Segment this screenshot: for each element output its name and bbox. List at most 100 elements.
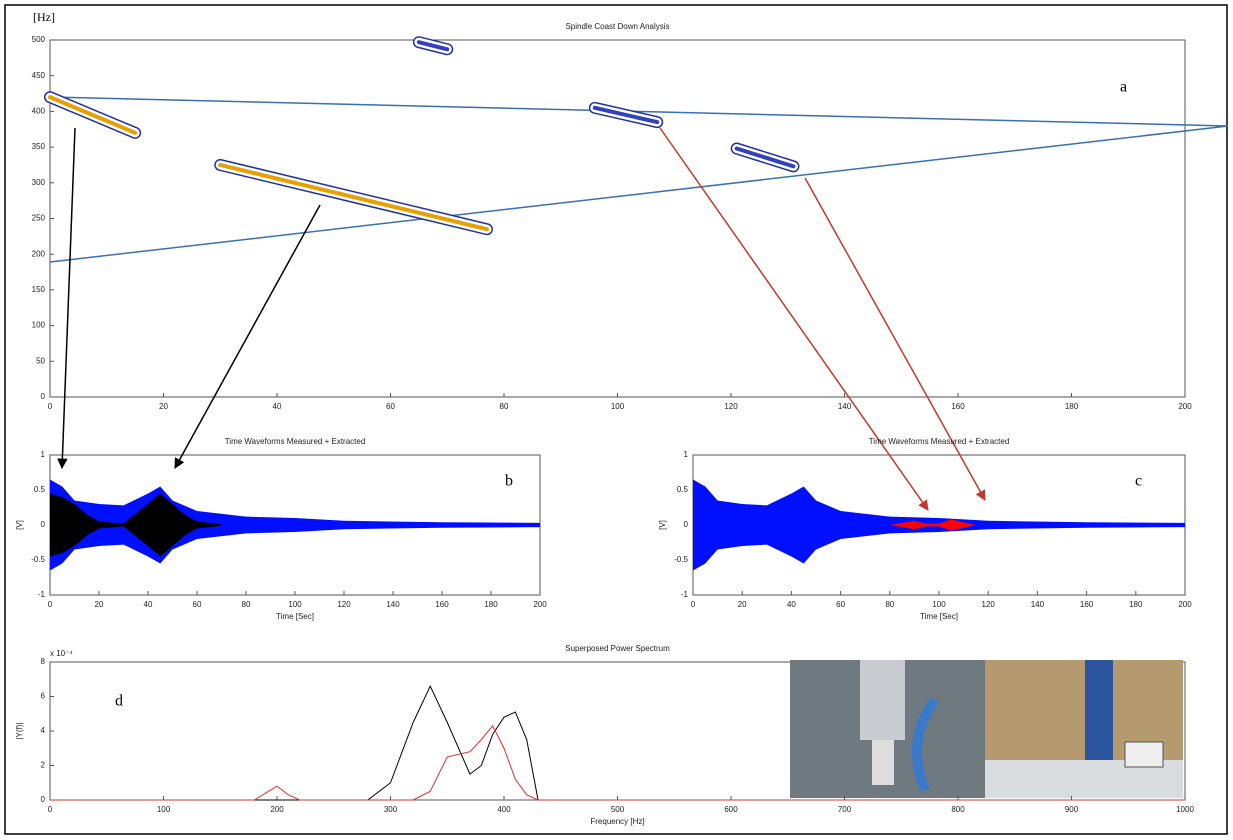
x-tick-label: 20 <box>95 600 104 609</box>
x-tick-label: 40 <box>787 600 796 609</box>
x-tick-label: 80 <box>242 600 251 609</box>
x-tick-label: 160 <box>435 600 449 609</box>
x-tick-label: 0 <box>48 402 53 411</box>
x-tick-label: 140 <box>838 402 852 411</box>
x-tick-label: 80 <box>885 600 894 609</box>
y-tick-label: -1 <box>38 590 46 599</box>
y-tick-label: 0 <box>41 392 46 401</box>
y-tick-label: 300 <box>32 178 46 187</box>
y-tick-label: 0 <box>684 520 689 529</box>
ridge-core <box>416 40 450 52</box>
x-tick-label: 0 <box>691 600 696 609</box>
arrow <box>57 127 76 470</box>
plot-area <box>49 39 1186 398</box>
x-tick-label: 100 <box>157 805 171 814</box>
ridge-core <box>734 146 796 169</box>
y-axis-label: [V] <box>15 520 24 530</box>
x-tick-label: 800 <box>951 805 965 814</box>
y-tick-label: 0.5 <box>677 485 689 494</box>
photos <box>790 660 1183 798</box>
y-tick-label: 1 <box>41 450 46 459</box>
y-tick-label: 4 <box>41 726 46 735</box>
x-tick-label: 20 <box>159 402 168 411</box>
x-tick-label: 900 <box>1065 805 1079 814</box>
x-tick-label: 200 <box>533 600 547 609</box>
arrow <box>804 177 986 501</box>
x-tick-label: 1000 <box>1176 805 1194 814</box>
x-tick-label: 40 <box>273 402 282 411</box>
waveform-envelope <box>50 493 222 557</box>
chart-title: Time Waveforms Measured + Extracted <box>869 437 1010 446</box>
x-tick-label: 600 <box>724 805 738 814</box>
y-axis-label: [Hz] <box>33 10 55 24</box>
y-tick-label: 0 <box>41 520 46 529</box>
x-tick-label: 500 <box>611 805 625 814</box>
x-tick-label: 160 <box>951 402 965 411</box>
y-tick-label: -0.5 <box>674 555 688 564</box>
y-tick-label: 200 <box>32 249 46 258</box>
spectrum-line <box>50 684 1185 801</box>
y-tick-label: 50 <box>36 356 45 365</box>
x-tick-label: 200 <box>1178 402 1192 411</box>
y-tick-label: 350 <box>32 142 46 151</box>
ridge-core <box>218 162 489 232</box>
x-tick-label: 140 <box>386 600 400 609</box>
axis-exponent: x 10⁻⁴ <box>50 649 73 658</box>
x-tick-label: 60 <box>836 600 845 609</box>
y-tick-label: 8 <box>41 657 46 666</box>
photo-detail <box>860 660 905 740</box>
x-tick-label: 180 <box>484 600 498 609</box>
spectrum-line <box>50 724 1185 801</box>
x-tick-label: 200 <box>270 805 284 814</box>
ridge-core <box>592 105 660 125</box>
y-tick-label: -1 <box>681 590 689 599</box>
x-tick-label: 140 <box>1031 600 1045 609</box>
waveform-envelope <box>50 479 540 571</box>
x-tick-label: 120 <box>337 600 351 609</box>
x-tick-label: 400 <box>497 805 511 814</box>
y-tick-label: 2 <box>41 761 46 770</box>
panel-label: a <box>1120 79 1127 96</box>
y-tick-label: 150 <box>32 285 46 294</box>
panel-label: d <box>115 693 123 710</box>
x-tick-label: 700 <box>838 805 852 814</box>
x-tick-label: 180 <box>1065 402 1079 411</box>
y-tick-label: 100 <box>32 321 46 330</box>
y-axis-label: |Y(f)| <box>15 722 24 739</box>
y-tick-label: 6 <box>41 692 46 701</box>
x-tick-label: 80 <box>500 402 509 411</box>
x-tick-label: 0 <box>48 600 53 609</box>
chart-title: Superposed Power Spectrum <box>565 644 670 653</box>
chart-title: Spindle Coast Down Analysis <box>565 22 669 31</box>
y-tick-label: 450 <box>32 71 46 80</box>
y-tick-label: 500 <box>32 35 46 44</box>
x-tick-label: 200 <box>1178 600 1192 609</box>
photo-detail <box>872 740 894 785</box>
x-tick-label: 100 <box>932 600 946 609</box>
x-tick-label: 180 <box>1129 600 1143 609</box>
y-tick-label: 0.5 <box>34 485 46 494</box>
y-axis-label: [V] <box>658 520 667 530</box>
x-tick-label: 100 <box>288 600 302 609</box>
photo-detail <box>912 697 940 792</box>
x-axis-label: Frequency [Hz] <box>590 817 644 826</box>
arrow <box>659 127 929 511</box>
y-tick-label: -0.5 <box>31 555 45 564</box>
x-tick-label: 120 <box>724 402 738 411</box>
chart-title: Time Waveforms Measured + Extracted <box>225 437 366 446</box>
x-tick-label: 0 <box>48 805 53 814</box>
x-axis-label: Time [Sec] <box>920 612 958 621</box>
arrow <box>174 204 321 469</box>
ridge-core <box>48 95 138 135</box>
x-tick-label: 120 <box>982 600 996 609</box>
x-axis-label: Time [Sec] <box>276 612 314 621</box>
x-tick-label: 300 <box>384 805 398 814</box>
x-tick-label: 100 <box>611 402 625 411</box>
x-tick-label: 60 <box>386 402 395 411</box>
waveform-envelope <box>889 519 976 531</box>
y-tick-label: 0 <box>41 795 46 804</box>
x-tick-label: 60 <box>193 600 202 609</box>
y-tick-label: 1 <box>684 450 689 459</box>
panel-label: c <box>1135 473 1142 490</box>
